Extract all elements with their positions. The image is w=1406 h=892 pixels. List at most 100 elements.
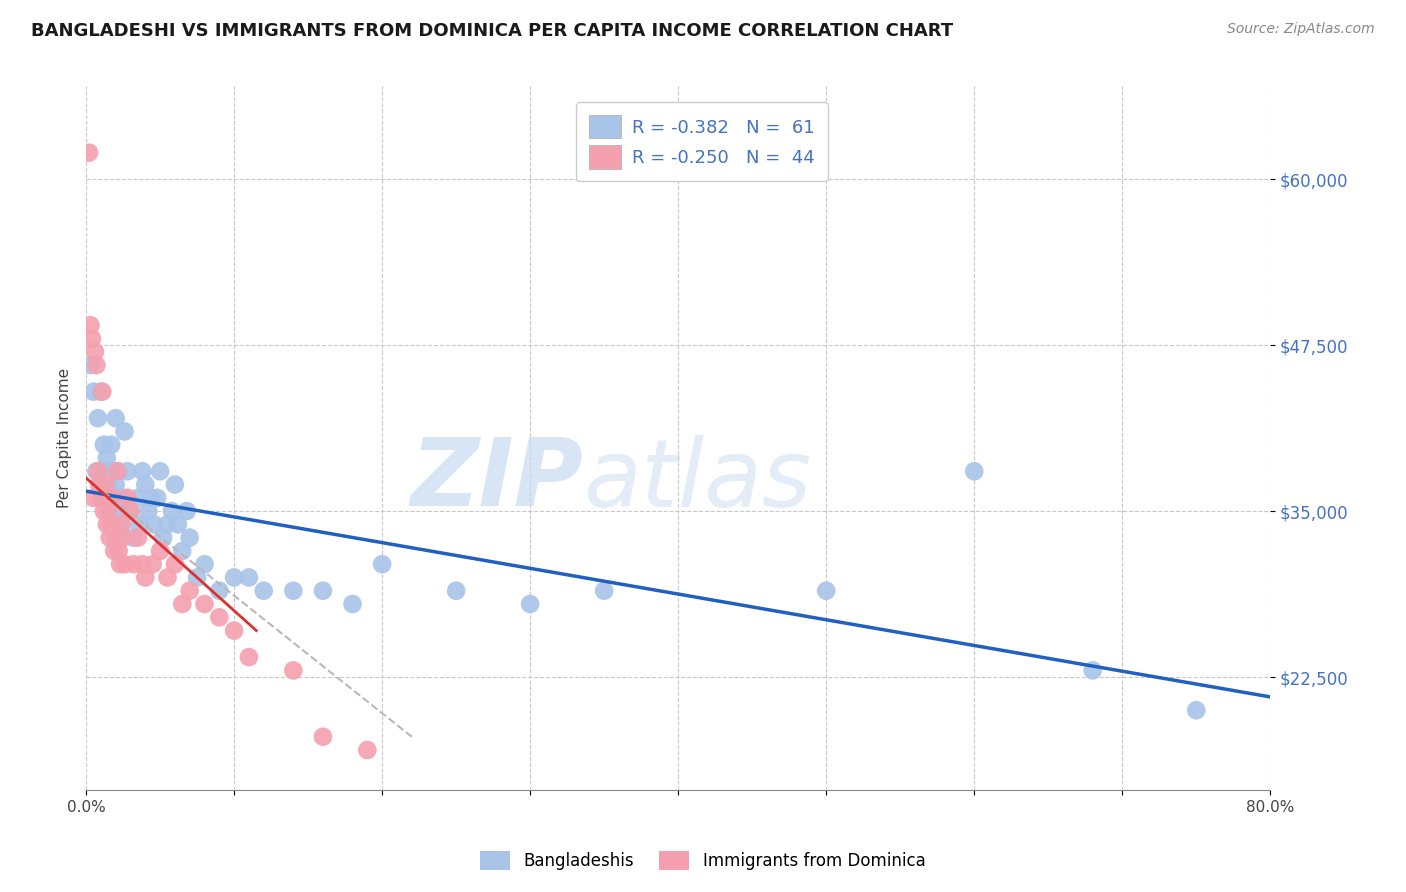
Point <box>312 583 335 598</box>
Text: ZIP: ZIP <box>411 434 583 526</box>
Text: atlas: atlas <box>583 434 811 525</box>
Point <box>117 464 139 478</box>
Point <box>238 650 260 665</box>
Point <box>224 624 246 638</box>
Point <box>104 411 127 425</box>
Point <box>127 491 149 505</box>
Point <box>179 583 201 598</box>
Point <box>356 743 378 757</box>
Point <box>112 531 135 545</box>
Point <box>100 517 122 532</box>
Point <box>283 583 305 598</box>
Point <box>143 517 166 532</box>
Point <box>142 558 165 572</box>
Point <box>152 531 174 545</box>
Point <box>101 491 124 505</box>
Point <box>80 332 103 346</box>
Point <box>100 438 122 452</box>
Point <box>193 597 215 611</box>
Point <box>89 477 111 491</box>
Point <box>90 491 112 505</box>
Point <box>149 464 172 478</box>
Point <box>86 464 108 478</box>
Point <box>114 425 136 439</box>
Point <box>122 531 145 545</box>
Point <box>97 504 120 518</box>
Point <box>208 610 231 624</box>
Point <box>104 531 127 545</box>
Point <box>94 477 117 491</box>
Point <box>93 438 115 452</box>
Point <box>815 583 838 598</box>
Point <box>179 531 201 545</box>
Point <box>134 477 156 491</box>
Point <box>444 583 467 598</box>
Point <box>108 558 131 572</box>
Point <box>103 491 125 505</box>
Point <box>86 358 108 372</box>
Point <box>238 570 260 584</box>
Point <box>87 411 110 425</box>
Point <box>128 517 150 532</box>
Point <box>96 517 118 532</box>
Point <box>208 583 231 598</box>
Point <box>172 597 194 611</box>
Point <box>98 531 121 545</box>
Point <box>283 664 305 678</box>
Point <box>149 544 172 558</box>
Point <box>1185 703 1208 717</box>
Point <box>107 464 129 478</box>
Point <box>134 570 156 584</box>
Point <box>93 504 115 518</box>
Point <box>127 531 149 545</box>
Point <box>108 504 131 518</box>
Point <box>82 491 104 505</box>
Legend: R = -0.382   N =  61, R = -0.250   N =  44: R = -0.382 N = 61, R = -0.250 N = 44 <box>576 103 828 181</box>
Point <box>79 358 101 372</box>
Point <box>117 491 139 505</box>
Point <box>110 517 132 532</box>
Point <box>172 544 194 558</box>
Point <box>120 504 142 518</box>
Point <box>166 517 188 532</box>
Text: Source: ZipAtlas.com: Source: ZipAtlas.com <box>1227 22 1375 37</box>
Point <box>97 477 120 491</box>
Point <box>120 504 142 518</box>
Point <box>193 558 215 572</box>
Point <box>131 558 153 572</box>
Legend: Bangladeshis, Immigrants from Dominica: Bangladeshis, Immigrants from Dominica <box>474 844 932 877</box>
Point <box>110 517 132 532</box>
Point <box>103 544 125 558</box>
Y-axis label: Per Capita Income: Per Capita Income <box>58 368 72 508</box>
Point <box>593 583 616 598</box>
Point <box>89 477 111 491</box>
Point <box>371 558 394 572</box>
Point <box>131 464 153 478</box>
Point <box>224 570 246 584</box>
Point <box>160 504 183 518</box>
Point <box>104 477 127 491</box>
Point <box>107 544 129 558</box>
Point <box>82 384 104 399</box>
Point <box>141 491 163 505</box>
Point <box>163 477 186 491</box>
Point <box>91 384 114 399</box>
Text: BANGLADESHI VS IMMIGRANTS FROM DOMINICA PER CAPITA INCOME CORRELATION CHART: BANGLADESHI VS IMMIGRANTS FROM DOMINICA … <box>31 22 953 40</box>
Point <box>101 464 124 478</box>
Point <box>77 145 100 160</box>
Point <box>101 504 124 518</box>
Point <box>253 583 276 598</box>
Point <box>94 464 117 478</box>
Point <box>114 558 136 572</box>
Point <box>105 464 128 478</box>
Point <box>87 464 110 478</box>
Point <box>176 504 198 518</box>
Point <box>112 491 135 505</box>
Point <box>186 570 208 584</box>
Point <box>122 558 145 572</box>
Point <box>136 504 159 518</box>
Point <box>90 491 112 505</box>
Point <box>519 597 541 611</box>
Point <box>84 344 107 359</box>
Point <box>98 464 121 478</box>
